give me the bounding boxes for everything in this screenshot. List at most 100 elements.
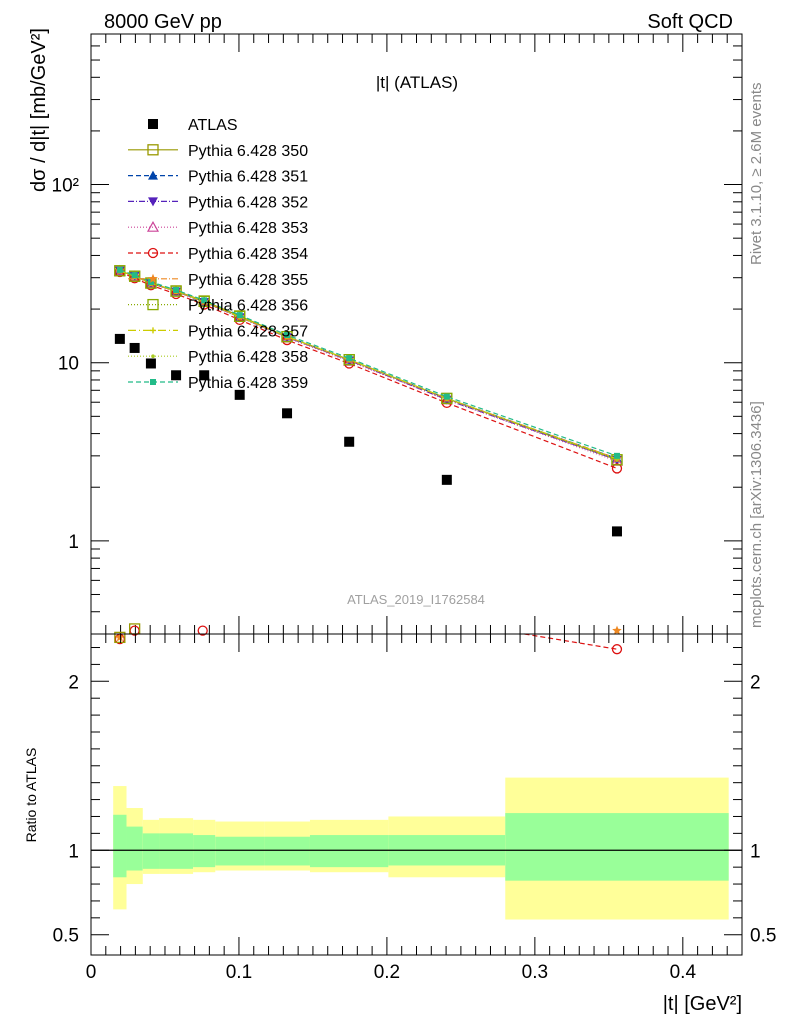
ratio-band-inner: [264, 836, 310, 866]
legend-label: Pythia 6.428 355: [188, 272, 308, 289]
legend-marker: [150, 327, 156, 334]
legend-entry: Pythia 6.428 356: [128, 298, 308, 315]
ratio-line-354: [524, 633, 618, 650]
legend-entry: Pythia 6.428 353: [128, 220, 308, 237]
mc-point-359: [284, 332, 291, 339]
ratio-point-354: [197, 625, 208, 636]
ratio-y-tick-label-right: 0.5: [750, 926, 776, 947]
legend-label: Pythia 6.428 358: [188, 349, 308, 366]
legend-entry: Pythia 6.428 359: [128, 375, 308, 392]
ratio-band-inner: [215, 836, 265, 866]
mcplots-reference-text: mcplots.cern.ch [arXiv:1306.3436]: [748, 401, 765, 628]
mc-point-359: [116, 266, 123, 273]
ratio-y-tick-label-right: 2: [750, 672, 761, 693]
legend-entry: Pythia 6.428 358: [128, 349, 308, 366]
ratio-band-inner: [142, 833, 160, 869]
mc-point-356: [234, 310, 246, 323]
legend-entry: Pythia 6.428 351: [128, 169, 308, 186]
main-y-tick-label: 1: [68, 532, 79, 553]
mc-point-359: [236, 312, 243, 319]
mc-line-358: [119, 270, 618, 460]
ratio-y-tick-label-left: 1: [68, 841, 79, 862]
legend-label: Pythia 6.428 357: [188, 323, 308, 340]
legend-label: Pythia 6.428 350: [188, 143, 308, 160]
x-tick-label: 0.2: [374, 962, 400, 983]
data-point: [234, 389, 245, 400]
legend-marker: [146, 220, 160, 232]
ratio-plot: 0.5 0.5 1 1 2 2 0 0.1 0.2 0.3 0.4 Ratio to ATLAS |…: [23, 623, 776, 1015]
legend-marker: [147, 247, 159, 259]
data-point: [441, 474, 452, 485]
ratio-series-355: [115, 625, 622, 642]
legend-marker: [150, 379, 156, 385]
mc-point-359: [131, 272, 138, 279]
legend-label: Pythia 6.428 354: [188, 246, 308, 263]
data-point: [611, 526, 622, 537]
legend-label: Pythia 6.428 359: [188, 375, 308, 392]
ratio-point-350: [114, 631, 126, 644]
ratio-band-inner: [126, 826, 143, 871]
header-right-text: Soft QCD: [647, 11, 733, 33]
ratio-point-354: [611, 644, 623, 655]
mc-point-356: [198, 295, 210, 307]
legend-label: Pythia 6.428 352: [188, 194, 308, 211]
legend-marker: [148, 119, 158, 129]
header-left-text: 8000 GeV pp: [104, 11, 222, 33]
mc-point-359: [201, 297, 208, 304]
legend-entry: Pythia 6.428 352: [128, 194, 308, 211]
ratio-band-inner: [309, 835, 389, 868]
legend-entry: Pythia 6.428 355: [128, 272, 308, 289]
x-tick-label: 0.4: [670, 962, 697, 983]
mc-point-359: [443, 393, 450, 400]
ratio-series-354: [114, 625, 623, 655]
data-point: [171, 370, 182, 381]
legend-entry: Pythia 6.428 354: [128, 246, 308, 263]
ratio-y-tick-label-left: 0.5: [53, 926, 79, 947]
data-point: [114, 333, 125, 344]
main-plot-axes: 1 10 10²: [52, 33, 743, 635]
main-plot-title: |t| (ATLAS): [376, 73, 458, 92]
mc-line-357: [119, 270, 618, 460]
legend-marker: [148, 170, 158, 180]
mc-point-359: [346, 355, 353, 362]
legend-entry: ATLAS: [148, 117, 238, 134]
mc-point-359: [173, 286, 180, 293]
main-y-tick-label: 10: [58, 354, 79, 375]
ratio-plot-y-axis-label: Ratio to ATLAS: [23, 748, 39, 843]
ratio-plot-axes: 0.5 0.5 1 1 2 2 0 0.1 0.2 0.3 0.4: [53, 634, 776, 983]
main-plot-y-axis-label: dσ / d|t| [mb/GeV²]: [28, 28, 50, 192]
x-tick-label: 0: [86, 962, 97, 983]
legend-marker: [147, 298, 159, 311]
main-y-tick-label: 10²: [52, 176, 79, 197]
mc-point-359: [613, 452, 620, 459]
legend-marker: [148, 273, 158, 283]
main-plot: 1 10 10² |t| (ATLAS) ATLAS_2019_I1762584 d…: [28, 28, 743, 635]
ratio-band-inner: [193, 835, 216, 868]
x-tick-label: 0.1: [226, 962, 252, 983]
data-point: [129, 342, 140, 353]
main-plot-watermark: ATLAS_2019_I1762584: [347, 592, 485, 607]
ratio-y-tick-label-right: 1: [750, 841, 761, 862]
legend-entry: Pythia 6.428 350: [128, 143, 308, 160]
data-points: [114, 333, 622, 537]
ratio-y-tick-label-left: 2: [68, 672, 79, 693]
mc-point-356: [128, 270, 141, 282]
ratio-point-355: [612, 625, 622, 635]
legend-marker: [148, 197, 158, 207]
data-point: [145, 358, 156, 369]
legend-marker: [147, 144, 159, 156]
ratio-band-inner: [113, 814, 127, 878]
mc-line-354: [119, 271, 618, 469]
ratio-point-355: [115, 632, 125, 642]
mc-point-354: [611, 463, 623, 474]
legend-label: ATLAS: [188, 117, 238, 134]
mc-point-356: [114, 265, 126, 277]
legend-label: Pythia 6.428 353: [188, 220, 308, 237]
ratio-band-inner: [159, 833, 194, 869]
data-point: [282, 408, 293, 419]
legend-label: Pythia 6.428 356: [188, 298, 308, 315]
x-tick-label: 0.3: [522, 962, 548, 983]
legend: ATLAS Pythia 6.428 350 Pythia 6.428 351 Pyt…: [128, 117, 308, 392]
data-point: [199, 370, 210, 381]
